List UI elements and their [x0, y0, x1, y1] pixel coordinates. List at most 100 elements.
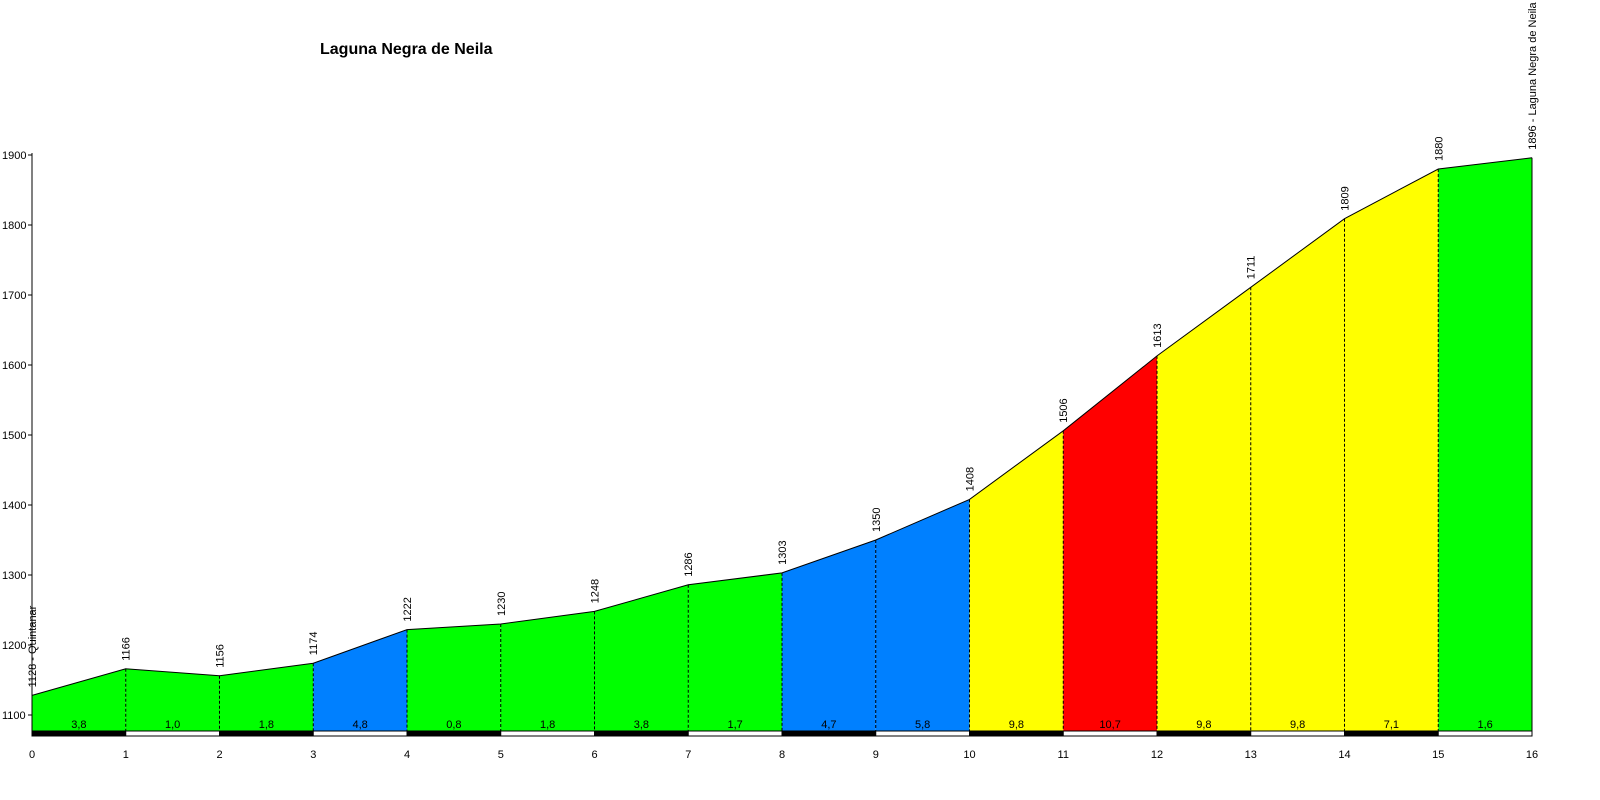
- gradient-label-4: 0,8: [446, 719, 461, 731]
- y-tick-label-6: 1700: [2, 290, 26, 302]
- km-bar-9: [875, 730, 970, 737]
- segment-12: [1157, 287, 1251, 731]
- x-tick-label-8: 8: [779, 749, 785, 761]
- gradient-label-6: 3,8: [634, 719, 649, 731]
- km-bar-2: [219, 730, 314, 737]
- elevation-label-12: 1613: [1152, 323, 1164, 347]
- y-tick-label-3: 1400: [2, 500, 26, 512]
- segment-3: [313, 629, 407, 731]
- km-bar-3: [312, 730, 408, 737]
- gradient-label-11: 10,7: [1099, 719, 1120, 731]
- segment-7: [688, 572, 782, 731]
- elevation-label-0: 1128 - Quintanar: [27, 605, 39, 687]
- y-tick-label-0: 1100: [2, 710, 26, 722]
- km-bar-10: [969, 730, 1064, 737]
- x-tick-label-15: 15: [1432, 749, 1444, 761]
- profile-polyline: [31, 157, 1533, 696]
- segment-9: [875, 499, 970, 731]
- gradient-label-7: 1,7: [727, 719, 742, 731]
- km-bar-1: [125, 730, 220, 737]
- gradient-label-5: 1,8: [540, 719, 555, 731]
- segment-1: [125, 668, 220, 731]
- x-tick-label-12: 12: [1151, 749, 1163, 761]
- elevation-label-2: 1156: [215, 644, 227, 668]
- x-tick-label-5: 5: [498, 749, 504, 761]
- gradient-labels: 3,8 1,0 1,8 4,8 0,8 1,8 3,8 1,7 4,7 5,8 9,8 10,7 9,8…: [71, 719, 1493, 731]
- km-bar-8: [781, 730, 877, 737]
- elevation-label-16: 1896 - Laguna Negra de Neila: [1527, 2, 1539, 150]
- segment-10: [969, 430, 1064, 731]
- km-bar-5: [500, 730, 595, 737]
- elevation-labels: 1128 - Quintanar 1166 1156 1174 1222 1230 1248…: [27, 2, 1539, 688]
- gradient-label-12: 9,8: [1196, 719, 1211, 731]
- x-tick-label-11: 11: [1058, 749, 1069, 761]
- elevation-label-5: 1230: [496, 592, 508, 616]
- km-bar-0: [31, 730, 127, 737]
- x-tick-label-7: 7: [685, 749, 691, 761]
- elevation-label-15: 1880: [1433, 137, 1445, 161]
- y-tick-label-5: 1600: [2, 360, 26, 372]
- km-bar-15: [1437, 730, 1533, 737]
- km-bar-4: [406, 730, 502, 737]
- segment-0: [32, 668, 126, 731]
- x-tick-label-4: 4: [404, 749, 410, 761]
- x-tick-label-1: 1: [123, 749, 129, 761]
- x-tick-label-13: 13: [1245, 749, 1257, 761]
- segment-11: [1063, 355, 1157, 731]
- segment-15: [1438, 157, 1532, 732]
- km-bar-14: [1344, 730, 1439, 737]
- gradient-label-8: 4,7: [821, 719, 836, 731]
- km-bar-7: [687, 730, 783, 737]
- segment-13: [1250, 218, 1345, 731]
- y-tick-label-1: 1200: [2, 640, 26, 652]
- km-bar-11: [1062, 730, 1158, 737]
- y-tick-label-8: 1900: [2, 150, 26, 162]
- segment-14: [1344, 169, 1439, 731]
- elevation-label-10: 1408: [965, 467, 977, 491]
- segment-4: [407, 624, 501, 731]
- x-tick-label-0: 0: [29, 749, 35, 761]
- elevation-label-7: 1286: [683, 552, 695, 576]
- elevation-label-1: 1166: [121, 637, 133, 661]
- elevation-label-11: 1506: [1058, 398, 1070, 422]
- x-tick-label-16: 16: [1526, 749, 1538, 761]
- elevation-label-8: 1303: [777, 540, 789, 564]
- km-bar-12: [1156, 730, 1252, 737]
- km-bar: [31, 730, 1533, 737]
- km-dividers: [125, 157, 1533, 731]
- y-tick-label-4: 1500: [2, 430, 26, 442]
- x-tick-label-9: 9: [873, 749, 879, 761]
- gradient-label-0: 3,8: [71, 719, 86, 731]
- gradient-label-15: 1,6: [1477, 719, 1492, 731]
- gradient-label-13: 9,8: [1290, 719, 1305, 731]
- x-axis: 0 1 2 3 4 5 6 7 8 9 10 11 12 13 14 15 16: [29, 749, 1538, 761]
- gradient-label-1: 1,0: [165, 719, 180, 731]
- elevation-label-4: 1222: [402, 597, 414, 621]
- segment-2: [219, 663, 314, 731]
- segment-5: [500, 611, 595, 731]
- chart-title: Laguna Negra de Neila: [320, 41, 493, 58]
- elevation-label-13: 1711: [1246, 256, 1258, 280]
- y-tick-label-2: 1300: [2, 570, 26, 582]
- y-tick-label-7: 1800: [2, 220, 26, 232]
- elevation-label-3: 1174: [308, 632, 320, 656]
- x-tick-label-10: 10: [963, 749, 975, 761]
- gradient-label-3: 4,8: [352, 719, 367, 731]
- x-tick-label-2: 2: [216, 749, 222, 761]
- km-bar-13: [1250, 730, 1345, 737]
- segment-8: [782, 540, 876, 731]
- y-axis: 1100 1200 1300 1400 1500 1600 1700 1800 1900: [2, 150, 33, 736]
- x-tick-label-3: 3: [310, 749, 316, 761]
- segment-6: [594, 584, 689, 731]
- km-bar-6: [594, 730, 689, 737]
- x-tick-label-14: 14: [1338, 749, 1350, 761]
- gradient-label-14: 7,1: [1384, 719, 1399, 731]
- elevation-label-6: 1248: [590, 579, 602, 603]
- gradient-label-9: 5,8: [915, 719, 930, 731]
- x-tick-label-6: 6: [591, 749, 597, 761]
- gradient-label-10: 9,8: [1009, 719, 1024, 731]
- elevation-label-9: 1350: [871, 508, 883, 532]
- profile-line: [31, 157, 1533, 696]
- elevation-label-14: 1809: [1340, 186, 1352, 210]
